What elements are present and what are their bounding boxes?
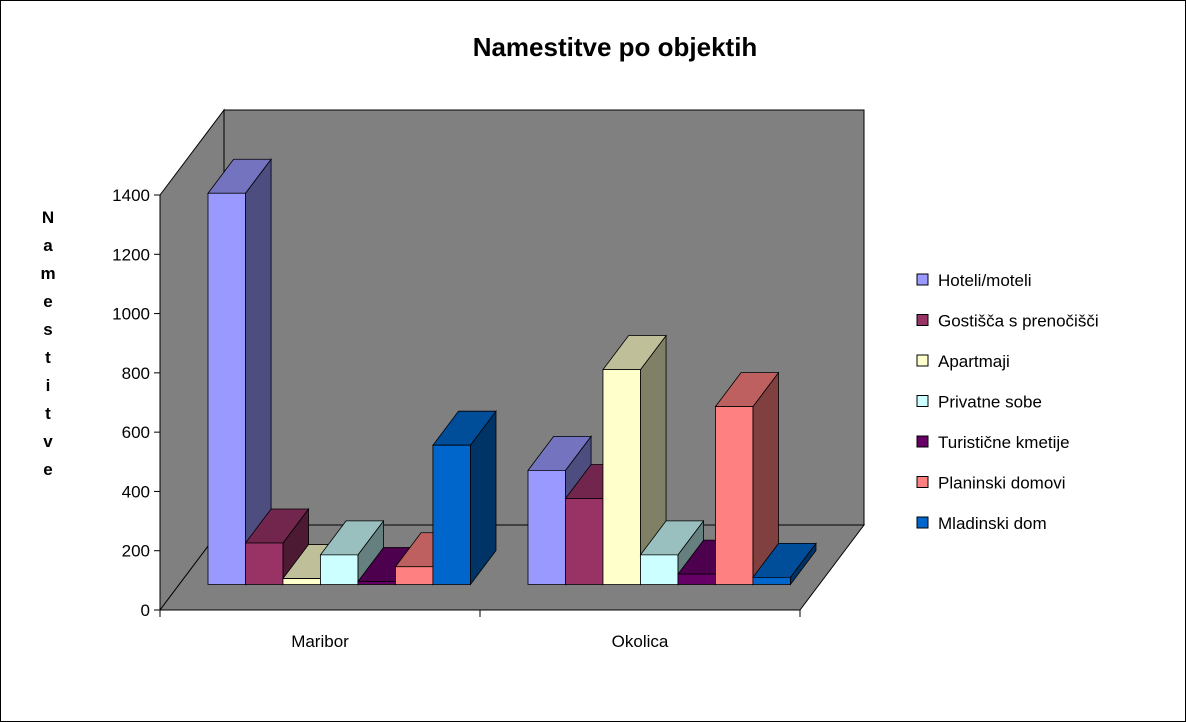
y-tick-label: 0 [141,601,150,620]
y-tick-label: 200 [122,542,150,561]
legend-swatch [916,435,929,448]
legend-label: Privatne sobe [938,393,1042,412]
bar-front [357,581,396,585]
bar-front [395,566,434,585]
bar-front [602,369,641,585]
bar-front [715,406,754,585]
bar-front [565,498,604,585]
y-axis-label: Namestitve [39,208,58,488]
bar [244,507,310,586]
bar [432,409,497,586]
y-tick-label: 1200 [112,245,150,264]
bar [714,371,780,586]
legend-swatch [916,354,929,367]
bar-front [640,554,679,585]
legend-swatch [916,314,929,326]
bar-front [245,542,284,585]
legend-swatch [916,516,929,529]
legend-label: Turistične kmetije [938,433,1070,452]
legend-swatch [916,273,929,286]
bar-front [527,469,566,585]
y-tick-label: 800 [122,364,150,383]
x-tick-label: Okolica [612,632,669,651]
legend-label: Apartmaji [938,352,1010,371]
bar-front [677,573,716,585]
bar [319,519,385,586]
legend-swatch [916,476,929,488]
bar-front [432,444,471,585]
legend-label: Hoteli/moteli [938,271,1032,290]
legend-swatch [916,395,929,407]
bar-front [282,578,321,585]
bar-front [320,554,359,585]
y-tick-label: 1400 [112,186,150,205]
bar [207,158,272,586]
bar-front [752,576,791,585]
y-tick-label: 400 [122,482,150,501]
x-tick-label: Maribor [291,632,349,651]
chart-title: Namestitve po objektih [473,32,758,62]
bar [752,542,817,586]
legend-label: Gostišča s prenočišči [938,312,1099,331]
bar-front [207,192,246,585]
y-tick-label: 600 [122,423,150,442]
y-tick-label: 1000 [112,305,150,324]
legend-label: Planinski domovi [938,474,1066,493]
legend-label: Mladinski dom [938,514,1047,533]
bar [602,334,667,586]
